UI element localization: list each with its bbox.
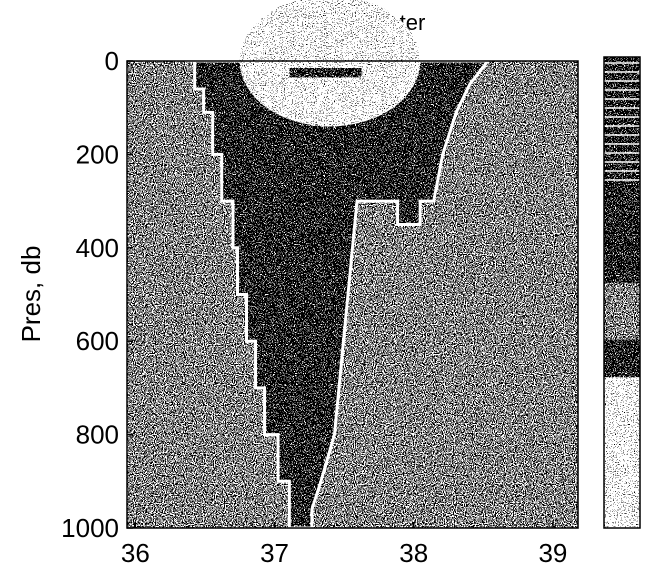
y-tick-label: 200	[76, 139, 119, 169]
colorbar-band	[604, 283, 640, 340]
x-tick-label: 38	[399, 538, 428, 568]
heatmap-field	[127, 0, 578, 530]
y-axis-label: Pres, db	[16, 246, 46, 343]
axes: 36 37 38 39 0 200 400 600 800 1000	[61, 46, 579, 568]
y-tick-label: 600	[76, 326, 119, 356]
colorbar-band	[604, 212, 640, 284]
surface-core-stipple	[239, 0, 421, 127]
x-tick-label: 39	[538, 538, 567, 568]
y-tick-label: 400	[76, 233, 119, 263]
region-stipple	[185, 61, 488, 528]
colorbar-band	[604, 377, 640, 528]
colorbar-band	[604, 339, 640, 378]
y-tick-label: 1000	[61, 513, 119, 543]
x-tick-label: 37	[260, 538, 289, 568]
plot-frame	[126, 60, 579, 529]
colorbar	[603, 56, 641, 529]
x-tick-label: 36	[121, 538, 150, 568]
y-tick-label: 800	[76, 420, 119, 450]
colorbar-frame	[603, 56, 641, 529]
y-tick-label: 0	[105, 46, 119, 76]
region-outline	[185, 59, 491, 530]
surface-band	[289, 68, 362, 78]
